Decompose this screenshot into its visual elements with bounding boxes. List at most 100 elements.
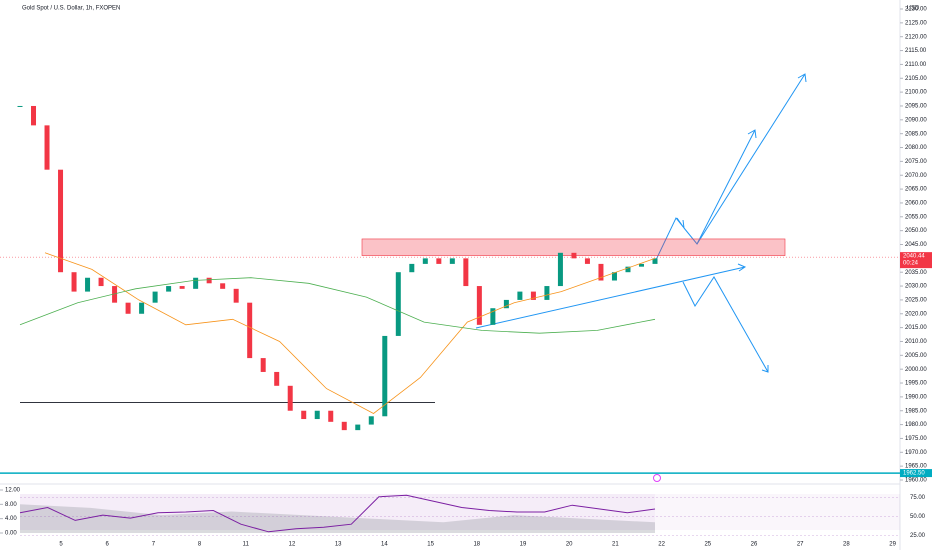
x-tick-label: 15 bbox=[427, 542, 434, 548]
candle bbox=[341, 421, 347, 431]
x-tick-label: 26 bbox=[751, 542, 758, 548]
volume-tick-label: 0.00 bbox=[5, 531, 17, 537]
y-tick-label: 1970.00 bbox=[905, 450, 927, 456]
candle bbox=[301, 410, 307, 420]
candle bbox=[584, 258, 590, 264]
x-tick-label: 12 bbox=[289, 542, 296, 548]
candle bbox=[125, 302, 131, 314]
candle bbox=[44, 125, 50, 170]
bear-arrow bbox=[682, 276, 769, 373]
rsi-band bbox=[20, 494, 655, 530]
y-tick-label: 2010.00 bbox=[905, 339, 927, 345]
candle bbox=[557, 252, 563, 287]
candle bbox=[233, 288, 239, 303]
candle bbox=[611, 272, 617, 281]
y-tick-label: 2120.00 bbox=[905, 34, 927, 40]
rsi-band-future bbox=[655, 494, 900, 530]
rsi-tick-label: 25.00 bbox=[910, 533, 926, 539]
candle bbox=[112, 286, 118, 303]
candle bbox=[328, 410, 334, 422]
event-icon bbox=[653, 474, 661, 482]
y-tick-label: 2025.00 bbox=[905, 297, 927, 303]
y-tick-label: 1990.00 bbox=[905, 394, 927, 400]
moving-average bbox=[44, 252, 656, 414]
candle bbox=[31, 105, 37, 126]
candle bbox=[395, 272, 401, 336]
y-tick-label: 1985.00 bbox=[905, 408, 927, 414]
candle bbox=[544, 286, 550, 300]
candle bbox=[530, 291, 536, 300]
support-label-bg bbox=[900, 469, 932, 478]
candle bbox=[247, 302, 253, 359]
volume-area bbox=[20, 504, 655, 533]
x-tick-label: 22 bbox=[658, 542, 665, 548]
y-tick-label: 2035.00 bbox=[905, 270, 927, 276]
x-tick-label: 25 bbox=[704, 542, 711, 548]
candle bbox=[436, 258, 442, 264]
y-tick-label: 2015.00 bbox=[905, 325, 927, 331]
support-label: 1962.50 bbox=[903, 471, 925, 477]
volume-tick-label: 8.00 bbox=[5, 502, 17, 508]
y-tick-label: 2005.00 bbox=[905, 353, 927, 359]
candle bbox=[598, 263, 604, 281]
y-tick-label: 2000.00 bbox=[905, 367, 927, 373]
candle bbox=[274, 371, 280, 386]
x-tick-label: 14 bbox=[381, 542, 388, 548]
x-tick-label: 27 bbox=[797, 542, 804, 548]
candle bbox=[17, 105, 23, 107]
candle bbox=[463, 258, 469, 287]
chart-title: Gold Spot / U.S. Dollar, 1h, FXOPEN bbox=[22, 6, 120, 12]
candle bbox=[260, 358, 266, 372]
x-tick-label: 6 bbox=[106, 542, 110, 548]
candle bbox=[571, 252, 577, 259]
candle bbox=[638, 263, 644, 267]
y-tick-label: 2080.00 bbox=[905, 145, 927, 151]
candle bbox=[314, 410, 320, 420]
y-tick-label: 2110.00 bbox=[905, 62, 927, 68]
y-tick-label: 2105.00 bbox=[905, 76, 927, 82]
candle bbox=[98, 277, 104, 287]
candle bbox=[490, 308, 496, 325]
candle bbox=[409, 263, 415, 273]
candle bbox=[422, 258, 428, 264]
candle bbox=[179, 286, 185, 289]
candle bbox=[503, 299, 509, 309]
y-tick-label: 2075.00 bbox=[905, 159, 927, 165]
candle bbox=[71, 272, 77, 292]
candle bbox=[287, 385, 293, 411]
y-tick-label: 2095.00 bbox=[905, 104, 927, 110]
candle bbox=[517, 291, 523, 300]
bull-arrow-2 bbox=[696, 73, 807, 245]
currency-label: USD bbox=[907, 6, 920, 12]
countdown-label: 00:24 bbox=[903, 261, 919, 267]
candle bbox=[220, 283, 226, 289]
y-tick-label: 2085.00 bbox=[905, 131, 927, 137]
rsi-tick-label: 50.00 bbox=[910, 514, 926, 520]
candle bbox=[449, 258, 455, 264]
candle bbox=[152, 291, 158, 303]
y-tick-label: 2055.00 bbox=[905, 214, 927, 220]
bull-arrow-1 bbox=[654, 129, 757, 263]
candle bbox=[368, 416, 374, 425]
candle bbox=[625, 266, 631, 273]
trend-arrow bbox=[475, 263, 747, 329]
candle bbox=[355, 424, 361, 431]
y-tick-label: 2030.00 bbox=[905, 284, 927, 290]
y-tick-label: 2115.00 bbox=[905, 48, 927, 54]
candle bbox=[166, 286, 172, 292]
rsi-tick-label: 75.00 bbox=[910, 495, 926, 501]
volume-tick-label: 4.00 bbox=[5, 516, 17, 522]
x-tick-label: 13 bbox=[335, 542, 342, 548]
y-tick-label: 2020.00 bbox=[905, 311, 927, 317]
x-tick-label: 11 bbox=[243, 542, 250, 548]
y-tick-label: 2100.00 bbox=[905, 90, 927, 96]
y-tick-label: 2130.00 bbox=[905, 7, 927, 13]
y-tick-label: 2125.00 bbox=[905, 20, 927, 26]
x-tick-label: 5 bbox=[59, 542, 63, 548]
candle bbox=[382, 335, 388, 417]
x-tick-label: 19 bbox=[520, 542, 527, 548]
rsi-line bbox=[19, 494, 656, 533]
y-tick-label: 1965.00 bbox=[905, 464, 927, 470]
x-tick-label: 21 bbox=[612, 542, 619, 548]
moving-average bbox=[19, 277, 656, 334]
